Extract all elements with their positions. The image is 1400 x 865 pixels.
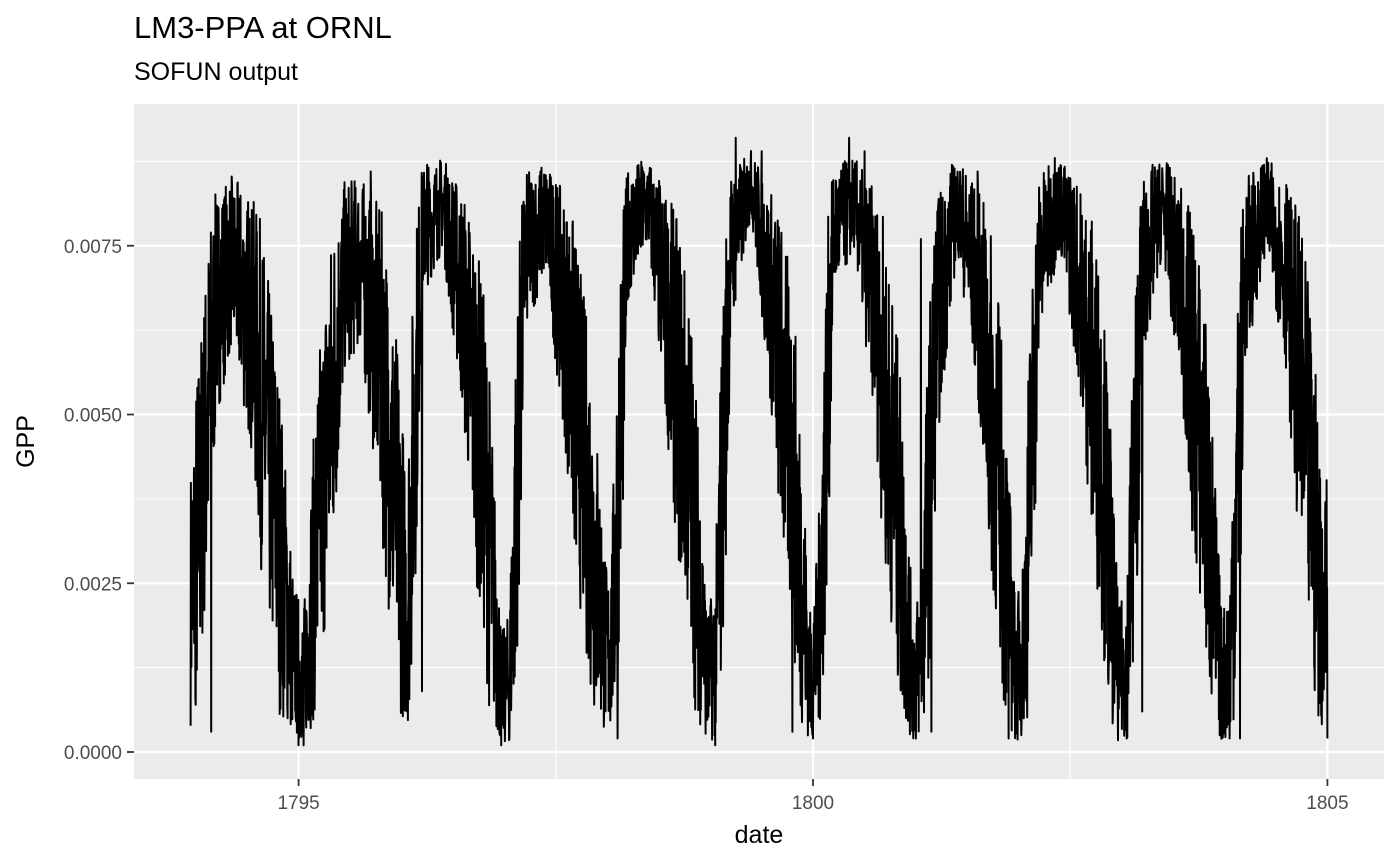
- x-tick-label: 1795: [277, 793, 319, 814]
- chart-title: LM3-PPA at ORNL: [134, 10, 392, 45]
- x-axis-title: date: [735, 821, 784, 849]
- y-tick-label: 0.0000: [64, 743, 122, 764]
- chart-subtitle: SOFUN output: [134, 58, 298, 86]
- x-tick-label: 1800: [792, 793, 834, 814]
- x-tick-label: 1805: [1306, 793, 1348, 814]
- axis-ticks: [127, 244, 1329, 786]
- y-tick-label: 0.0075: [64, 237, 122, 258]
- y-axis-title: GPP: [12, 415, 40, 468]
- y-tick-label: 0.0025: [64, 574, 122, 595]
- tick-labels: 1795 1800 1805 0.0000 0.0025 0.0050 0.0075: [64, 237, 1349, 814]
- y-tick-label: 0.0050: [64, 406, 122, 427]
- gpp-series-line: [189, 136, 1329, 747]
